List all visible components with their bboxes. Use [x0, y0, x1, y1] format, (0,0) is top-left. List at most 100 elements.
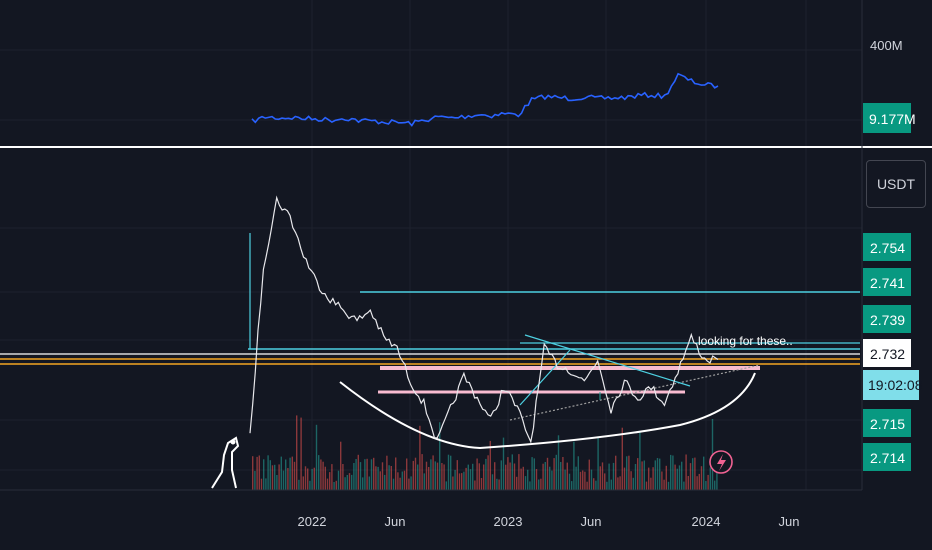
- volume-bar: [375, 466, 377, 490]
- volume-bar: [683, 481, 685, 490]
- volume-bar: [568, 473, 571, 490]
- volume-bar: [408, 478, 410, 490]
- volume-bar: [582, 470, 584, 490]
- volume-bar: [579, 471, 582, 490]
- volume-bar: [656, 458, 659, 490]
- volume-bar: [709, 467, 711, 490]
- volume-bar: [425, 461, 428, 490]
- volume-bar: [632, 477, 634, 490]
- volume-bar: [282, 470, 285, 490]
- volume-bar: [309, 480, 311, 490]
- time-tick-label: Jun: [779, 514, 800, 529]
- volume-bar: [483, 464, 485, 490]
- volume-bar: [498, 479, 500, 490]
- volume-bar: [274, 464, 276, 490]
- triangle-lower-line[interactable]: [519, 349, 571, 406]
- volume-bar: [692, 458, 694, 490]
- volume-bar: [340, 441, 342, 490]
- volume-bar: [348, 473, 351, 490]
- volume-bar: [329, 472, 331, 490]
- volume-bar: [628, 455, 630, 490]
- price-tag-bg: [863, 409, 911, 437]
- volume-bar: [689, 463, 692, 490]
- cup-curve-drawing[interactable]: [339, 372, 756, 450]
- volume-bar: [648, 467, 650, 490]
- time-tick-label: 2023: [494, 514, 523, 529]
- volume-bar: [417, 464, 419, 490]
- volume-bar: [678, 465, 681, 490]
- volume-bar: [630, 471, 632, 490]
- volume-bar: [516, 476, 518, 490]
- volume-bar: [654, 460, 656, 490]
- volume-bar: [287, 468, 289, 490]
- volume-bar: [298, 479, 300, 490]
- volume-bar: [694, 457, 696, 490]
- volume-bar: [637, 458, 639, 490]
- time-axis[interactable]: 2022 Jun 2023 Jun 2024 Jun: [298, 514, 800, 529]
- volume-bar: [430, 459, 432, 490]
- volume-bar: [502, 437, 505, 490]
- volume-bar: [555, 454, 557, 490]
- volume-bar: [661, 471, 663, 490]
- volume-bar: [573, 441, 575, 490]
- volume-axis-label: 400M: [870, 38, 903, 53]
- volume-bar: [421, 454, 423, 490]
- volume-bar: [344, 477, 346, 490]
- volume-bar: [489, 440, 491, 490]
- volume-bar: [254, 470, 256, 490]
- volume-bar: [320, 459, 322, 490]
- volume-bar: [337, 470, 340, 490]
- volume-bar: [379, 471, 381, 490]
- volume-bar: [478, 463, 480, 490]
- volume-bar: [362, 477, 364, 490]
- price-axis[interactable]: 2.754 2.741 2.739 2.732 2.715 2.714 19:02:08: [863, 233, 923, 471]
- volume-bar: [564, 469, 566, 490]
- volume-bar: [604, 473, 606, 490]
- volume-bar: [676, 468, 678, 490]
- volume-bar: [293, 461, 296, 490]
- volume-bar: [406, 458, 408, 490]
- drawn-levels[interactable]: [0, 233, 860, 450]
- volume-bar: [260, 478, 263, 490]
- volume-bar: [491, 474, 494, 490]
- volume-bar: [377, 466, 379, 490]
- volume-bar: [608, 463, 610, 490]
- volume-bar: [432, 455, 434, 490]
- volume-bar: [557, 435, 560, 490]
- volume-bar: [601, 462, 604, 490]
- time-tick-label: Jun: [581, 514, 602, 529]
- annotation-text[interactable]: looking for these..: [698, 334, 793, 348]
- volume-bar: [289, 457, 291, 490]
- volume-bar: [300, 417, 302, 490]
- price-tag-bg: [863, 339, 911, 367]
- currency-selector-button[interactable]: USDT: [866, 160, 926, 208]
- volume-bar: [454, 469, 456, 490]
- volume-bar: [487, 455, 489, 490]
- triangle-upper-line[interactable]: [524, 334, 691, 387]
- volume-bar: [546, 457, 549, 490]
- volume-bar: [285, 459, 287, 490]
- volume-bar: [595, 480, 597, 490]
- volume-bar: [507, 457, 509, 490]
- trend-line-rising[interactable]: [509, 364, 761, 421]
- volume-bar: [458, 473, 461, 490]
- volume-bar: [553, 458, 555, 490]
- volume-bar: [463, 471, 465, 490]
- volume-bar: [670, 454, 672, 490]
- volume-bar: [436, 462, 439, 490]
- volume-bar: [410, 476, 412, 490]
- lightning-icon[interactable]: [709, 450, 733, 474]
- volume-bar: [524, 476, 527, 490]
- volume-bar: [296, 415, 298, 490]
- volume-bar: [291, 456, 293, 490]
- volume-bar: [518, 454, 520, 490]
- volume-bar: [474, 480, 476, 490]
- price-label: 2.715: [870, 416, 905, 432]
- volume-bar: [439, 422, 441, 490]
- volume-bar: [403, 470, 406, 490]
- volume-bar: [511, 454, 513, 490]
- volume-bar: [597, 436, 599, 490]
- volume-bar: [256, 456, 258, 490]
